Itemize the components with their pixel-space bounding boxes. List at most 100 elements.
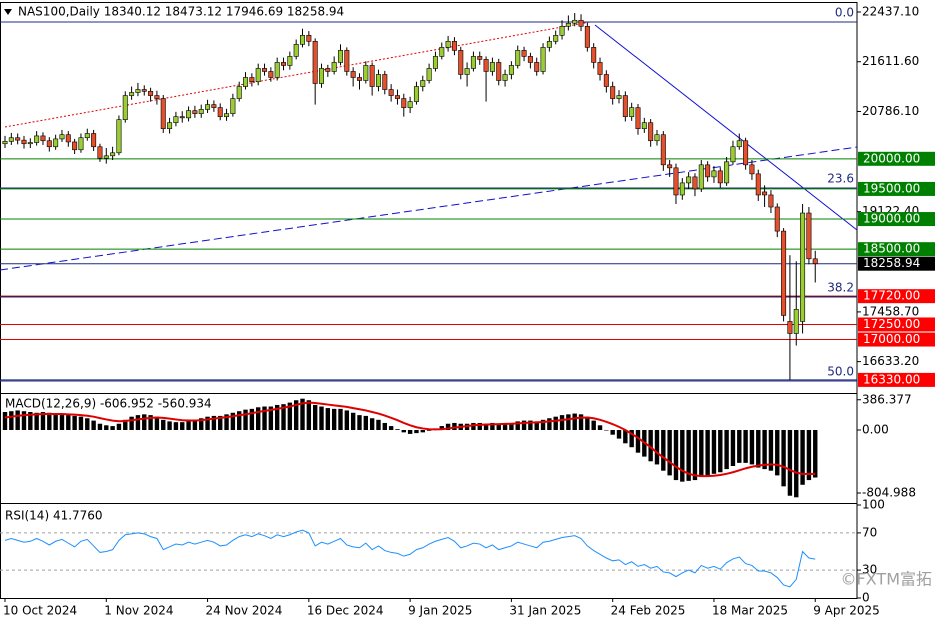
macd-bar bbox=[218, 415, 223, 430]
macd-bar bbox=[382, 422, 387, 430]
level-label: 16330.00 bbox=[863, 372, 920, 386]
candle-body bbox=[78, 137, 84, 151]
macd-bar bbox=[534, 421, 539, 430]
candle-body bbox=[616, 95, 622, 99]
candle-body bbox=[673, 167, 679, 196]
macd-bar bbox=[395, 429, 400, 430]
trend-line bbox=[4, 21, 591, 128]
macd-bar bbox=[794, 429, 799, 498]
candle-body bbox=[331, 62, 337, 72]
macd-bar bbox=[312, 404, 318, 430]
macd-bar bbox=[104, 425, 109, 430]
candle-body bbox=[477, 56, 483, 60]
candle-body bbox=[293, 44, 299, 57]
candle-body bbox=[46, 140, 52, 148]
candle-body bbox=[749, 164, 755, 175]
candle-body bbox=[8, 137, 14, 142]
candle-body bbox=[597, 62, 603, 75]
macd-bar bbox=[274, 404, 280, 430]
macd-bar bbox=[806, 429, 812, 481]
fib-label: 0.0 bbox=[835, 6, 854, 20]
candle-body bbox=[692, 176, 698, 190]
macd-bar bbox=[445, 423, 451, 430]
candle-body bbox=[148, 91, 154, 96]
macd-bar bbox=[414, 429, 419, 434]
y-tick-label: 20786.10 bbox=[862, 104, 919, 118]
candle-body bbox=[508, 65, 514, 75]
macd-bar bbox=[85, 418, 90, 430]
candle-body bbox=[445, 41, 451, 48]
macd-bar bbox=[180, 422, 185, 430]
candle-body bbox=[255, 68, 261, 83]
candle-body bbox=[521, 50, 527, 57]
candle-body bbox=[300, 35, 306, 45]
macd-bar bbox=[243, 409, 248, 430]
macd-bar bbox=[787, 429, 793, 496]
macd-bar bbox=[142, 414, 147, 430]
plot-frame bbox=[0, 2, 858, 599]
candle-body bbox=[141, 89, 147, 92]
macd-bar bbox=[123, 419, 128, 430]
macd-bar bbox=[515, 421, 520, 430]
candle-body bbox=[59, 134, 65, 140]
candle-body bbox=[110, 152, 116, 157]
candle-body bbox=[122, 95, 128, 120]
candle-body bbox=[72, 141, 78, 151]
candle-body bbox=[230, 98, 236, 114]
macd-bar bbox=[705, 429, 710, 476]
macd-bar bbox=[47, 412, 52, 430]
candle-body bbox=[648, 122, 654, 142]
candle-body bbox=[432, 56, 438, 69]
level-label: 17250.00 bbox=[863, 317, 920, 331]
candle-body bbox=[179, 116, 185, 119]
candle-body bbox=[610, 86, 616, 99]
y-tick-label: -804.988 bbox=[862, 485, 916, 499]
candle-body bbox=[103, 155, 109, 159]
macd-bar bbox=[483, 423, 489, 430]
candle-body bbox=[793, 309, 799, 334]
y-tick-label: 17458.70 bbox=[862, 304, 919, 318]
macd-bar bbox=[540, 419, 546, 430]
x-tick-label: 9 Apr 2025 bbox=[813, 604, 880, 618]
candle-body bbox=[730, 146, 736, 163]
macd-bar bbox=[572, 413, 577, 430]
candle-body bbox=[781, 230, 787, 316]
fib-label: 50.0 bbox=[827, 364, 854, 378]
candle-body bbox=[641, 122, 647, 129]
macd-bar bbox=[553, 416, 558, 430]
candle-body bbox=[413, 86, 419, 102]
candle-body bbox=[622, 95, 628, 117]
macd-bar bbox=[148, 415, 153, 430]
macd-bar bbox=[578, 414, 584, 430]
macd-bar bbox=[34, 412, 39, 430]
macd-bar bbox=[161, 419, 166, 430]
macd-bar bbox=[699, 429, 704, 477]
macd-bar bbox=[300, 398, 305, 430]
candle-body bbox=[407, 101, 413, 108]
candle-body bbox=[325, 68, 331, 72]
macd-bar bbox=[237, 411, 242, 430]
candle-body bbox=[787, 321, 793, 334]
macd-bar bbox=[224, 414, 229, 430]
price-pane bbox=[0, 13, 857, 382]
macd-bar bbox=[262, 406, 267, 430]
macd-bar bbox=[129, 416, 134, 430]
candle-body bbox=[382, 74, 388, 90]
candle-body bbox=[540, 47, 546, 72]
candle-body bbox=[768, 194, 774, 208]
candle-body bbox=[205, 104, 211, 110]
macd-bar bbox=[344, 410, 350, 430]
candle-body bbox=[439, 47, 445, 57]
macd-bar bbox=[452, 422, 457, 430]
macd-bar bbox=[629, 429, 634, 448]
candle-body bbox=[154, 95, 160, 99]
macd-bar bbox=[756, 429, 761, 468]
candle-body bbox=[762, 191, 768, 196]
candle-body bbox=[65, 134, 71, 143]
level-label: 17720.00 bbox=[863, 289, 920, 303]
level-box bbox=[858, 242, 935, 257]
macd-bar bbox=[167, 421, 172, 430]
candle-body bbox=[584, 25, 590, 48]
